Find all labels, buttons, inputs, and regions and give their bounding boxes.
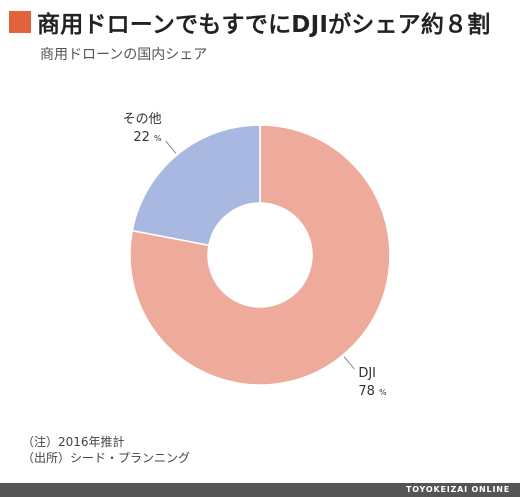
slice-1 — [131, 124, 261, 247]
footnote-source: （出所）シード・プランニング — [22, 451, 191, 465]
footer-brand: TOYOKEIZAI ONLINE — [405, 485, 510, 494]
footnote-note: （注）2016年推計 — [22, 435, 125, 449]
slice-label-0: DJI — [358, 366, 376, 381]
leader-line-1 — [165, 140, 177, 154]
chart-subtitle: 商用ドローンの国内シェア — [40, 47, 208, 63]
title-accent-square — [9, 11, 31, 33]
slice-value-0: 78 % — [358, 384, 387, 399]
slice-value-1: 22 % — [133, 130, 162, 145]
title-row: 商用ドローンでもすでにDJIがシェア約８割 — [9, 8, 491, 38]
footer-bar: TOYOKEIZAI ONLINE — [0, 483, 520, 497]
slice-0 — [129, 124, 391, 386]
leader-line-0 — [343, 356, 355, 370]
footnotes: （注）2016年推計 （出所）シード・プランニング — [22, 434, 190, 466]
chart-title: 商用ドローンでもすでにDJIがシェア約８割 — [37, 12, 491, 38]
slice-label-1: その他 — [123, 112, 162, 127]
